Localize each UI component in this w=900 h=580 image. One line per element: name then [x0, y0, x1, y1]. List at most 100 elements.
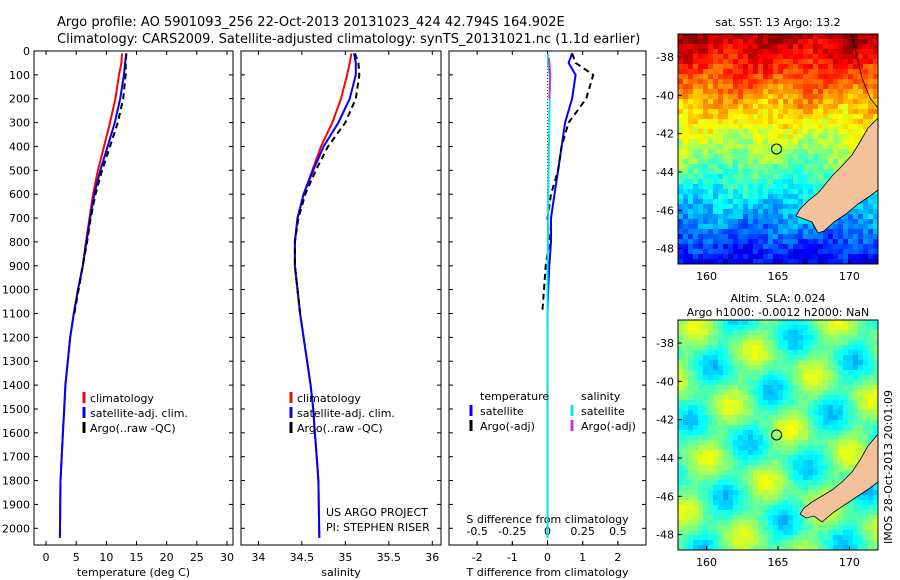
map-cell: [798, 169, 804, 175]
map-cell: [863, 124, 869, 130]
map-cell: [773, 59, 779, 65]
map-cell: [723, 84, 729, 90]
map-cell: [683, 520, 689, 526]
map-cell: [843, 525, 849, 531]
map-cell: [778, 375, 784, 381]
map-cell: [733, 425, 739, 431]
map-cell: [828, 124, 834, 130]
map-cell: [688, 480, 694, 486]
map-cell: [853, 355, 859, 361]
map-cell: [763, 380, 769, 386]
map-cell: [788, 134, 794, 140]
map-cell: [748, 109, 754, 115]
map-cell: [678, 184, 684, 190]
map-cell: [703, 199, 709, 205]
map-cell: [688, 104, 694, 110]
map-cell: [793, 194, 799, 200]
map-cell: [873, 490, 878, 496]
map-cell: [798, 39, 804, 45]
map-cell: [793, 244, 799, 250]
map-cell: [858, 495, 864, 501]
map-cell: [793, 79, 799, 85]
map-cell: [783, 350, 789, 356]
map-cell: [813, 244, 819, 250]
map-cell: [843, 360, 849, 366]
map-cell: [798, 254, 804, 260]
map-cell: [838, 525, 844, 531]
map-cell: [858, 39, 864, 45]
map-cell: [873, 249, 878, 255]
map-cell: [863, 430, 869, 436]
map-cell: [678, 174, 684, 180]
map-cell: [703, 254, 709, 260]
map-cell: [758, 480, 764, 486]
map-cell: [718, 445, 724, 451]
sla-map-title: Altim. SLA: 0.024: [730, 292, 825, 305]
map-cell: [803, 390, 809, 396]
map-cell: [823, 460, 829, 466]
map-cell: [748, 204, 754, 210]
map-cell: [788, 475, 794, 481]
map-cell: [853, 445, 859, 451]
map-cell: [838, 520, 844, 526]
map-cell: [793, 520, 799, 526]
map-cell: [728, 124, 734, 130]
map-cell: [738, 450, 744, 456]
map-cell: [758, 259, 764, 264]
map-cell: [743, 209, 749, 215]
map-cell: [758, 124, 764, 130]
map-cell: [863, 54, 869, 60]
map-cell: [848, 59, 854, 65]
map-cell: [808, 244, 814, 250]
map-cell: [863, 320, 869, 326]
map-cell: [748, 445, 754, 451]
map-cell: [718, 375, 724, 381]
map-cell: [708, 44, 714, 50]
map-cell: [868, 74, 874, 80]
map-cell: [763, 234, 769, 240]
map-cell: [728, 455, 734, 461]
map-cell: [843, 94, 849, 100]
map-cell: [863, 214, 869, 220]
map-cell: [683, 114, 689, 120]
map-cell: [828, 465, 834, 471]
map-cell: [713, 249, 719, 255]
map-cell: [793, 224, 799, 230]
map-cell: [723, 169, 729, 175]
map-cell: [683, 360, 689, 366]
map-cell: [813, 234, 819, 240]
map-cell: [828, 395, 834, 401]
map-cell: [748, 209, 754, 215]
map-cell: [698, 320, 704, 326]
map-cell: [703, 360, 709, 366]
map-cell: [813, 249, 819, 255]
sst-map-title: sat. SST: 13 Argo: 13.2: [715, 16, 840, 29]
map-cell: [683, 129, 689, 135]
map-cell: [828, 440, 834, 446]
map-cell: [718, 134, 724, 140]
map-cell: [858, 229, 864, 235]
map-cell: [723, 149, 729, 155]
map-cell: [723, 214, 729, 220]
map-cell: [848, 335, 854, 341]
map-cell: [738, 485, 744, 491]
map-cell: [778, 119, 784, 125]
map-cell: [863, 385, 869, 391]
map-cell: [758, 59, 764, 65]
map-cell: [873, 109, 878, 115]
x-tick-label: 15: [130, 551, 144, 564]
map-cell: [843, 400, 849, 406]
map-cell: [693, 199, 699, 205]
map-cell: [818, 520, 824, 526]
map-cell: [683, 515, 689, 521]
map-cell: [873, 244, 878, 250]
map-cell: [683, 470, 689, 476]
map-cell: [738, 174, 744, 180]
map-cell: [753, 84, 759, 90]
map-cell: [848, 470, 854, 476]
map-cell: [833, 159, 839, 165]
map-cell: [783, 520, 789, 526]
map-cell: [813, 400, 819, 406]
map-cell: [678, 515, 684, 521]
map-cell: [678, 415, 684, 421]
